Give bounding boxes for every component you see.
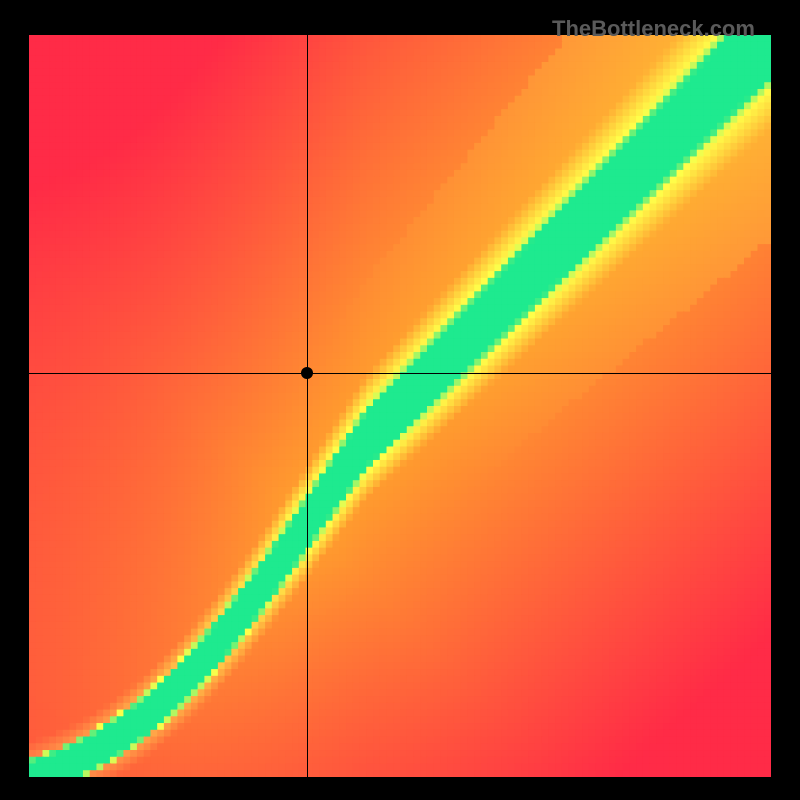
chart-container: { "watermark": { "text": "TheBottleneck.… <box>0 0 800 800</box>
crosshair-horizontal <box>29 373 771 374</box>
bottleneck-heatmap <box>29 35 771 777</box>
crosshair-vertical <box>307 35 308 777</box>
crosshair-dot <box>301 367 313 379</box>
watermark-text: TheBottleneck.com <box>552 16 755 42</box>
